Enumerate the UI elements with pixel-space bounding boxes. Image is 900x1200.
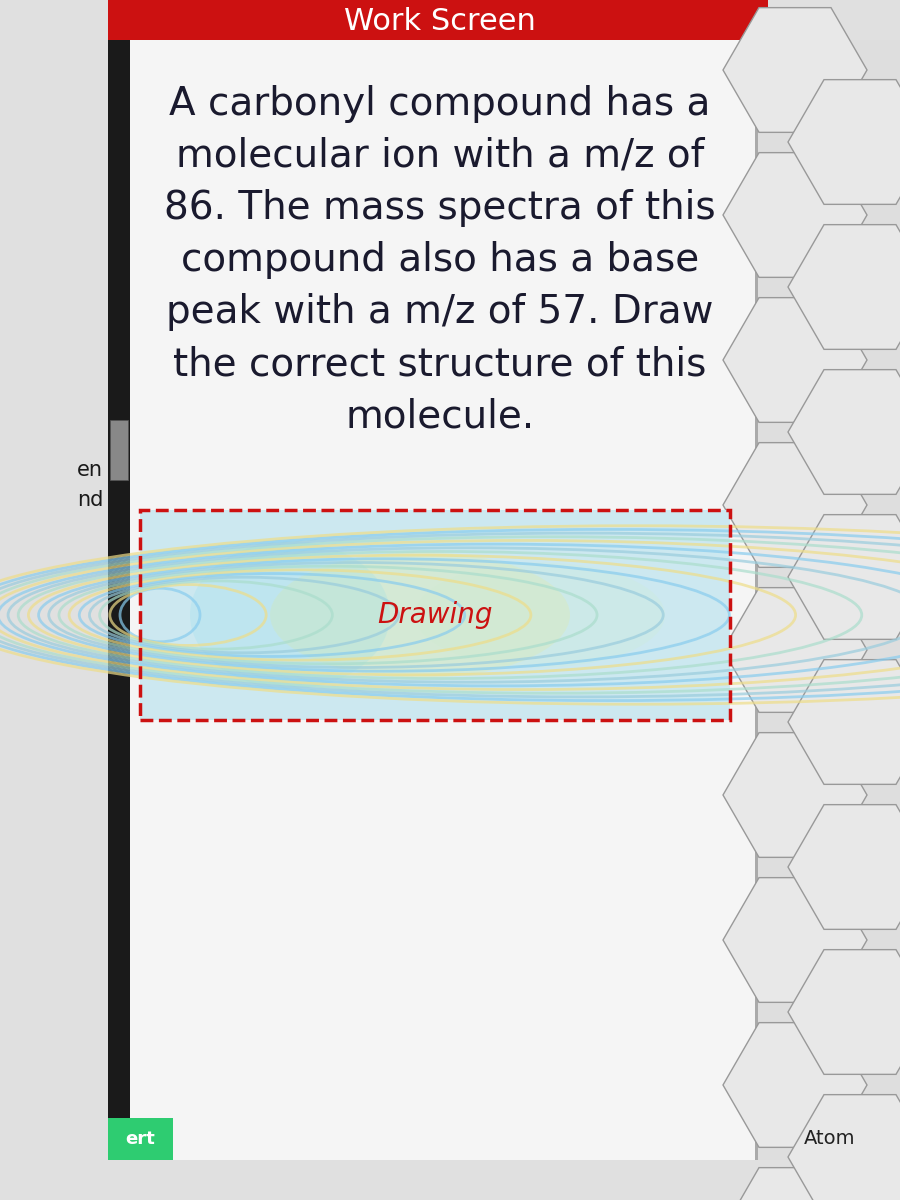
Polygon shape xyxy=(788,79,900,204)
Text: A carbonyl compound has a: A carbonyl compound has a xyxy=(169,85,711,122)
Polygon shape xyxy=(788,224,900,349)
Ellipse shape xyxy=(190,541,390,689)
Text: peak with a m/z of 57. Draw: peak with a m/z of 57. Draw xyxy=(166,293,714,331)
Bar xyxy=(108,40,768,1160)
Bar xyxy=(755,40,758,1160)
Text: en: en xyxy=(77,460,103,480)
Text: 86. The mass spectra of this: 86. The mass spectra of this xyxy=(164,188,716,227)
Text: Atom: Atom xyxy=(805,1129,856,1148)
Polygon shape xyxy=(723,7,867,132)
Bar xyxy=(110,420,128,480)
Bar xyxy=(108,40,130,1160)
Text: Drawing: Drawing xyxy=(377,601,493,629)
Polygon shape xyxy=(788,515,900,640)
Bar xyxy=(140,510,730,720)
Polygon shape xyxy=(723,152,867,277)
Ellipse shape xyxy=(415,563,665,667)
Polygon shape xyxy=(723,733,867,857)
Ellipse shape xyxy=(270,552,570,678)
Polygon shape xyxy=(723,298,867,422)
Polygon shape xyxy=(788,949,900,1074)
Text: Work Screen: Work Screen xyxy=(344,7,536,36)
Bar xyxy=(758,40,900,1160)
Polygon shape xyxy=(788,1094,900,1200)
Bar xyxy=(108,1118,173,1160)
Text: molecule.: molecule. xyxy=(346,397,535,434)
Polygon shape xyxy=(723,877,867,1002)
Polygon shape xyxy=(723,1022,867,1147)
Polygon shape xyxy=(723,588,867,713)
Polygon shape xyxy=(723,443,867,568)
Text: nd: nd xyxy=(76,490,104,510)
Bar xyxy=(108,0,768,40)
Polygon shape xyxy=(788,805,900,929)
Polygon shape xyxy=(723,1168,867,1200)
Polygon shape xyxy=(788,370,900,494)
Text: ert: ert xyxy=(125,1130,155,1148)
Text: the correct structure of this: the correct structure of this xyxy=(174,346,707,383)
Text: compound also has a base: compound also has a base xyxy=(181,241,699,278)
Text: molecular ion with a m/z of: molecular ion with a m/z of xyxy=(176,137,704,175)
Polygon shape xyxy=(788,660,900,785)
Bar xyxy=(140,510,730,720)
